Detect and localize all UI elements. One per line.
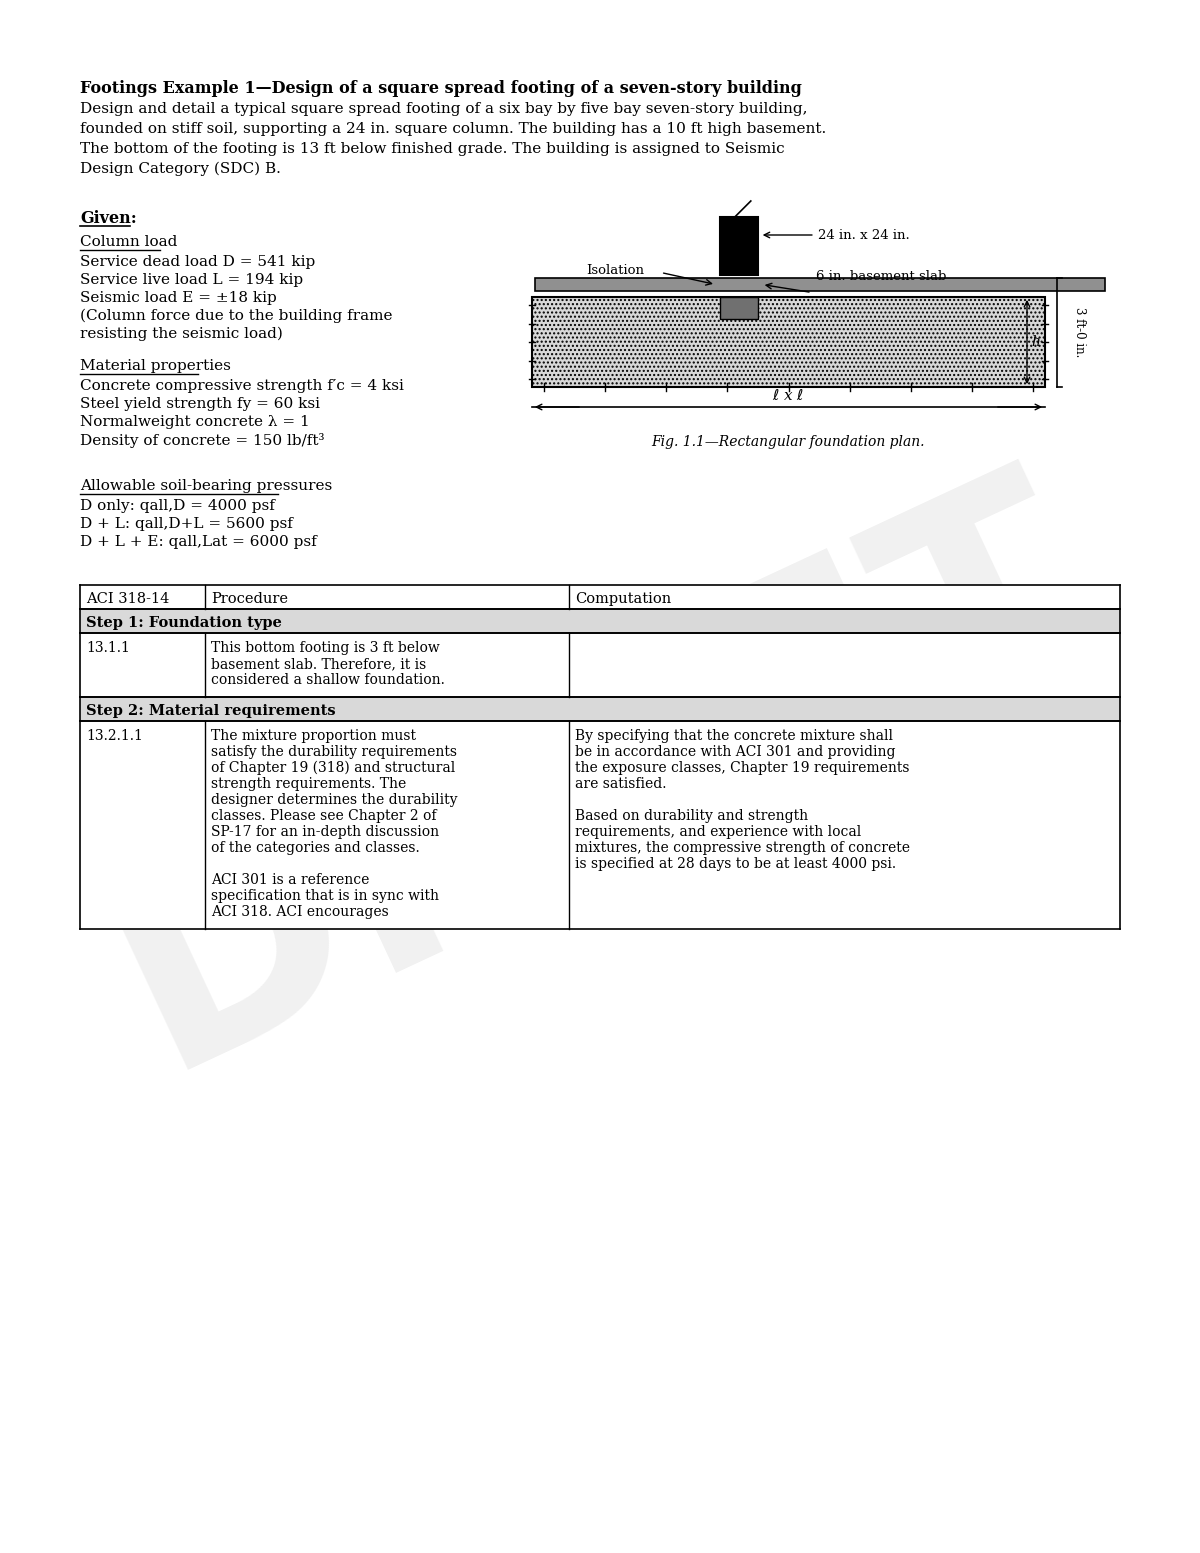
Text: Normalweight concrete λ = 1: Normalweight concrete λ = 1 [80, 415, 310, 429]
Text: By specifying that the concrete mixture shall: By specifying that the concrete mixture … [575, 728, 893, 742]
Text: specification that is in sync with: specification that is in sync with [211, 888, 439, 902]
Bar [80, 697, 1120, 721]
Text: mixtures, the compressive strength of concrete: mixtures, the compressive strength of co… [575, 842, 910, 856]
Text: h: h [1031, 335, 1040, 349]
Bar [532, 297, 1045, 387]
Bar [535, 278, 1105, 290]
Text: be in accordance with ACI 301 and providing: be in accordance with ACI 301 and provid… [575, 745, 895, 759]
Text: the exposure classes, Chapter 19 requirements: the exposure classes, Chapter 19 require… [575, 761, 910, 775]
Text: Computation: Computation [575, 592, 671, 606]
Text: $\ell$ x $\ell$: $\ell$ x $\ell$ [773, 388, 804, 402]
Text: 24 in. x 24 in.: 24 in. x 24 in. [818, 228, 910, 242]
Text: Steel yield strength fy = 60 ksi: Steel yield strength fy = 60 ksi [80, 398, 320, 412]
Text: Procedure: Procedure [211, 592, 288, 606]
Text: ACI 318. ACI encourages: ACI 318. ACI encourages [211, 905, 389, 919]
Bar [80, 609, 1120, 634]
Text: Seismic load E = ±18 kip: Seismic load E = ±18 kip [80, 290, 277, 304]
Text: Step 2: Material requirements: Step 2: Material requirements [86, 704, 336, 717]
Text: The mixture proportion must: The mixture proportion must [211, 728, 416, 742]
Text: Service live load L = 194 kip: Service live load L = 194 kip [80, 273, 304, 287]
Text: is specified at 28 days to be at least 4000 psi.: is specified at 28 days to be at least 4… [575, 857, 896, 871]
Text: ACI 318-14: ACI 318-14 [86, 592, 169, 606]
Text: D + L: qall,D+L = 5600 psf: D + L: qall,D+L = 5600 psf [80, 517, 293, 531]
Text: satisfy the durability requirements: satisfy the durability requirements [211, 745, 457, 759]
Text: D only: qall,D = 4000 psf: D only: qall,D = 4000 psf [80, 499, 275, 512]
Text: Fig. 1.1—Rectangular foundation plan.: Fig. 1.1—Rectangular foundation plan. [650, 435, 924, 449]
Text: Service dead load D = 541 kip: Service dead load D = 541 kip [80, 255, 316, 269]
Text: Footings Example 1—Design of a square spread footing of a seven-story building: Footings Example 1—Design of a square sp… [80, 81, 802, 96]
Text: strength requirements. The: strength requirements. The [211, 776, 406, 790]
Text: of the categories and classes.: of the categories and classes. [211, 842, 420, 856]
Text: (Column force due to the building frame: (Column force due to the building frame [80, 309, 392, 323]
Text: SP-17 for an in-depth discussion: SP-17 for an in-depth discussion [211, 825, 439, 839]
Text: Isolation: Isolation [586, 264, 643, 278]
Text: D + L + E: qall,Lat = 6000 psf: D + L + E: qall,Lat = 6000 psf [80, 534, 317, 550]
Text: The bottom of the footing is 13 ft below finished grade. The building is assigne: The bottom of the footing is 13 ft below… [80, 141, 785, 155]
Text: This bottom footing is 3 ft below: This bottom footing is 3 ft below [211, 641, 439, 655]
Text: Design Category (SDC) B.: Design Category (SDC) B. [80, 162, 281, 177]
Text: Density of concrete = 150 lb/ft³: Density of concrete = 150 lb/ft³ [80, 433, 324, 447]
Text: 3 ft-0 in.: 3 ft-0 in. [1073, 307, 1086, 357]
Text: Given:: Given: [80, 210, 137, 227]
Text: are satisfied.: are satisfied. [575, 776, 666, 790]
Text: Concrete compressive strength f′c = 4 ksi: Concrete compressive strength f′c = 4 ks… [80, 379, 404, 393]
Text: Step 1: Foundation type: Step 1: Foundation type [86, 617, 282, 631]
Text: Based on durability and strength: Based on durability and strength [575, 809, 808, 823]
Text: Design and detail a typical square spread footing of a six bay by five bay seven: Design and detail a typical square sprea… [80, 102, 808, 116]
Text: Allowable soil-bearing pressures: Allowable soil-bearing pressures [80, 478, 332, 492]
Text: basement slab. Therefore, it is: basement slab. Therefore, it is [211, 657, 426, 671]
Bar [720, 297, 758, 318]
Bar [532, 297, 1045, 387]
Bar [80, 721, 1120, 929]
Bar [80, 585, 1120, 609]
Text: ACI 301 is a reference: ACI 301 is a reference [211, 873, 370, 887]
Text: classes. Please see Chapter 2 of: classes. Please see Chapter 2 of [211, 809, 437, 823]
Text: founded on stiff soil, supporting a 24 in. square column. The building has a 10 : founded on stiff soil, supporting a 24 i… [80, 123, 827, 137]
Text: Column load: Column load [80, 235, 178, 248]
Text: designer determines the durability: designer determines the durability [211, 794, 457, 808]
Text: 13.2.1.1: 13.2.1.1 [86, 728, 143, 742]
Bar [80, 634, 1120, 697]
Text: considered a shallow foundation.: considered a shallow foundation. [211, 672, 445, 686]
Text: DRAFT: DRAFT [72, 438, 1128, 1121]
Text: 6 in. basement slab: 6 in. basement slab [816, 270, 946, 284]
Text: 13.1.1: 13.1.1 [86, 641, 130, 655]
Text: resisting the seismic load): resisting the seismic load) [80, 328, 283, 342]
Bar [720, 217, 758, 275]
Text: requirements, and experience with local: requirements, and experience with local [575, 825, 862, 839]
Text: Material properties: Material properties [80, 359, 230, 373]
Text: of Chapter 19 (318) and structural: of Chapter 19 (318) and structural [211, 761, 455, 775]
